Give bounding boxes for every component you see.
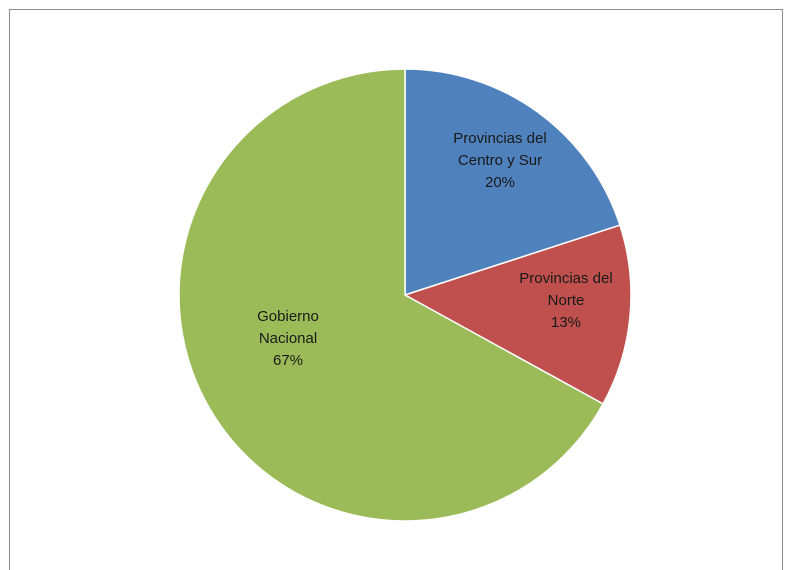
slice-label-line: 20% — [485, 174, 515, 191]
slice-label-line: Provincias del — [519, 270, 612, 287]
pie-labels: Provincias del Centro y Sur 20%Provincias … — [257, 130, 613, 369]
pie-slices — [178, 68, 632, 522]
pie-slice-provincias-del-norte — [403, 224, 632, 405]
slice-label-line: Norte — [548, 292, 585, 309]
slice-label-line: 67% — [273, 352, 303, 369]
slice-label-provincias-del-centro-y-sur: Provincias del Centro y Sur 20% — [453, 130, 546, 191]
slice-label-gobierno-nacional: Gobierno Nacional 67% — [257, 308, 319, 369]
pie-slice-provincias-del-centro-y-sur — [404, 68, 621, 297]
slice-label-line: 13% — [551, 314, 581, 331]
slice-label-provincias-del-norte: Provincias del Norte 13% — [519, 270, 612, 331]
slice-label-line: Provincias del — [453, 130, 546, 147]
slice-label-line: Nacional — [259, 330, 317, 347]
slice-label-line: Centro y Sur — [458, 152, 542, 169]
pie-slice-gobierno-nacional — [178, 68, 605, 522]
slice-label-line: Gobierno — [257, 308, 319, 325]
